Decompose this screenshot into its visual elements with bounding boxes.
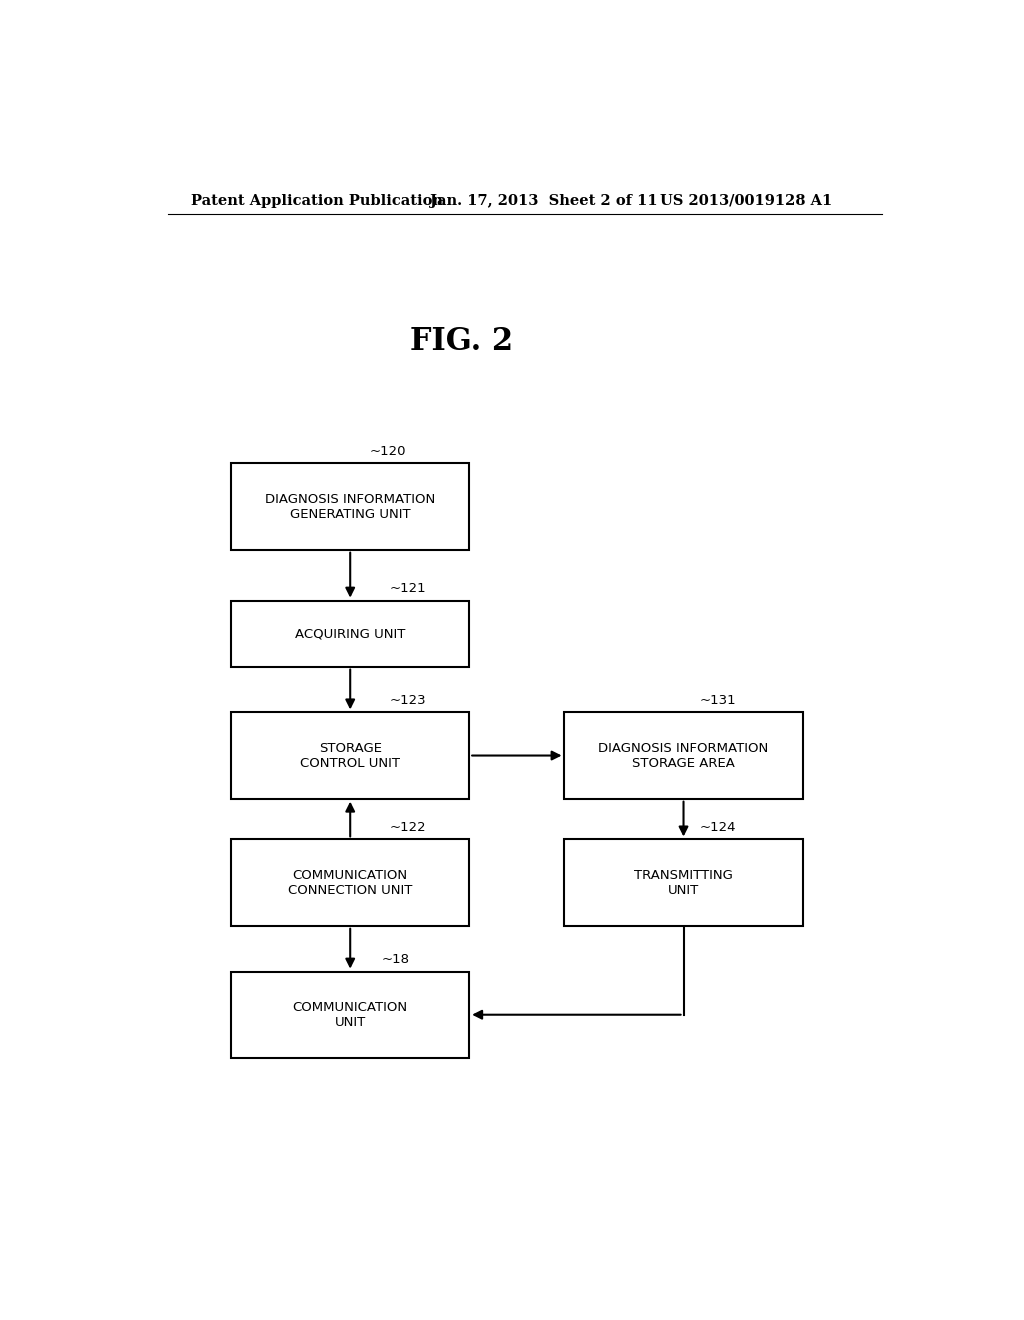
Text: ~123: ~123 <box>390 694 427 708</box>
Bar <box>231 713 469 799</box>
Text: ~121: ~121 <box>390 582 427 595</box>
Text: TRANSMITTING
UNIT: TRANSMITTING UNIT <box>634 869 733 896</box>
Text: ~120: ~120 <box>370 445 407 458</box>
Text: ~124: ~124 <box>699 821 736 834</box>
Text: COMMUNICATION
CONNECTION UNIT: COMMUNICATION CONNECTION UNIT <box>288 869 413 896</box>
Text: DIAGNOSIS INFORMATION
GENERATING UNIT: DIAGNOSIS INFORMATION GENERATING UNIT <box>265 492 435 520</box>
Text: FIG. 2: FIG. 2 <box>410 326 513 356</box>
Bar <box>231 972 469 1057</box>
Bar <box>231 601 469 667</box>
Text: Jan. 17, 2013  Sheet 2 of 11: Jan. 17, 2013 Sheet 2 of 11 <box>430 194 657 209</box>
Text: COMMUNICATION
UNIT: COMMUNICATION UNIT <box>293 1001 408 1028</box>
Text: DIAGNOSIS INFORMATION
STORAGE AREA: DIAGNOSIS INFORMATION STORAGE AREA <box>598 742 769 770</box>
Text: US 2013/0019128 A1: US 2013/0019128 A1 <box>659 194 831 209</box>
Text: ACQUIRING UNIT: ACQUIRING UNIT <box>295 627 406 640</box>
Bar <box>564 840 803 925</box>
Text: ~122: ~122 <box>390 821 427 834</box>
Bar <box>231 463 469 549</box>
Text: STORAGE
CONTROL UNIT: STORAGE CONTROL UNIT <box>300 742 400 770</box>
Text: ~131: ~131 <box>699 694 736 708</box>
Text: Patent Application Publication: Patent Application Publication <box>191 194 443 209</box>
Bar <box>231 840 469 925</box>
Text: ~18: ~18 <box>382 953 410 966</box>
Bar <box>564 713 803 799</box>
